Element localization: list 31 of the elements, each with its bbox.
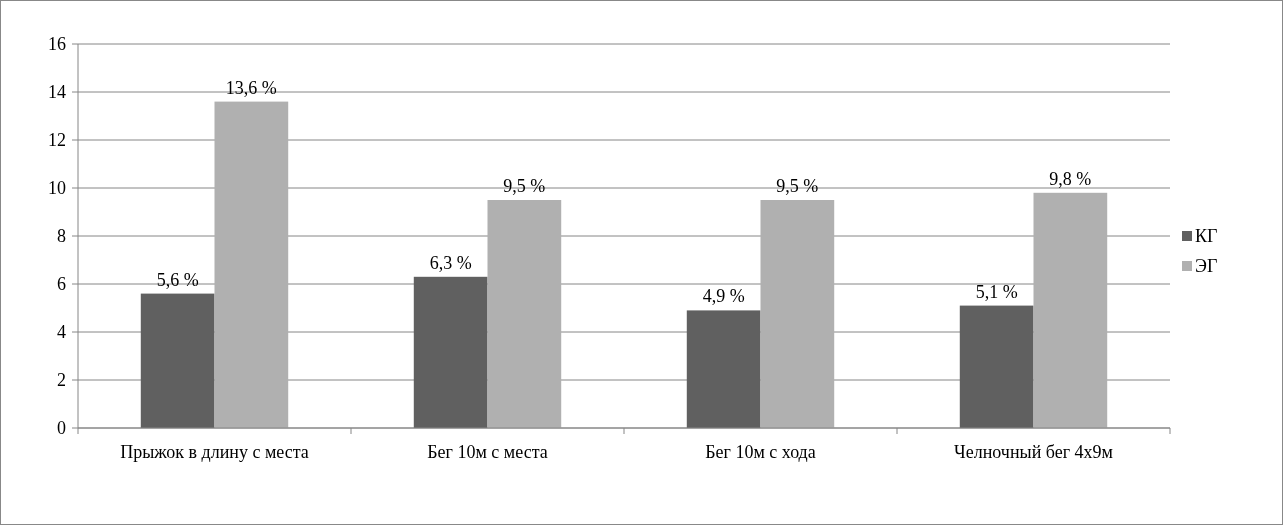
y-tick-label: 12 xyxy=(48,130,66,151)
bar xyxy=(140,293,215,428)
bar xyxy=(959,305,1034,428)
y-tick-label: 6 xyxy=(57,274,66,295)
y-tick-label: 4 xyxy=(57,322,66,343)
bar xyxy=(760,200,835,428)
y-tick-label: 14 xyxy=(48,82,66,103)
bar xyxy=(413,276,488,428)
x-tick-label: Бег 10м с хода xyxy=(705,442,816,462)
legend-label: ЭГ xyxy=(1195,256,1218,277)
x-tick-label: Бег 10м с места xyxy=(427,442,548,462)
bar xyxy=(1033,192,1108,428)
data-label: 9,5 % xyxy=(776,176,819,196)
data-label: 5,1 % xyxy=(975,281,1018,302)
bar xyxy=(686,310,761,428)
x-tick-label: Прыжок в длину с места xyxy=(120,442,309,462)
y-tick-label: 2 xyxy=(57,370,66,391)
y-tick-label: 10 xyxy=(48,178,66,199)
legend-label: КГ xyxy=(1195,226,1218,247)
y-tick-label: 16 xyxy=(48,34,66,55)
bar xyxy=(487,200,562,428)
x-tick-label: Челночный бег 4х9м xyxy=(954,442,1113,462)
y-tick-label: 8 xyxy=(57,226,66,247)
data-label: 6,3 % xyxy=(429,252,472,273)
data-label: 5,6 % xyxy=(156,269,199,290)
data-label: 13,6 % xyxy=(225,77,277,98)
y-tick-label: 0 xyxy=(57,418,66,439)
data-label: 9,8 % xyxy=(1049,168,1092,189)
data-label: 9,5 % xyxy=(503,176,546,196)
data-label: 4,9 % xyxy=(702,286,745,307)
bar xyxy=(214,101,289,428)
